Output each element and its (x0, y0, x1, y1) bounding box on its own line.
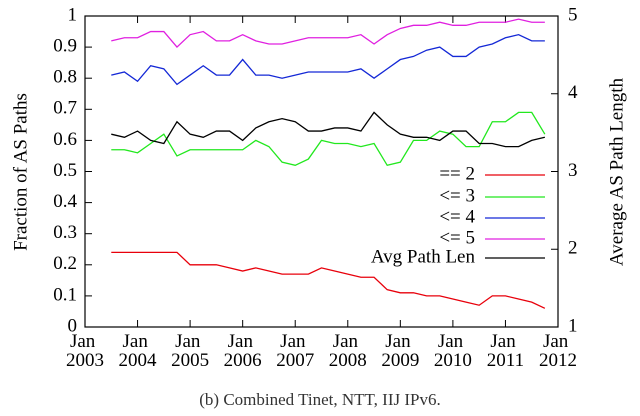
y-tick-label: 0.3 (53, 222, 77, 243)
y2-tick-label: 1 (568, 315, 578, 336)
y2-axis-label: Average AS Path Length (606, 77, 627, 266)
x-tick-label: Jan 2007 (276, 331, 314, 371)
y-tick-label: 0.1 (53, 284, 77, 305)
x-tick-label: Jan 2008 (329, 331, 367, 371)
y-tick-label: 0.6 (53, 129, 77, 150)
series-line (111, 111, 546, 167)
y-tick-label: 0.2 (53, 253, 77, 274)
x-tick-label-line: 2010 (434, 350, 472, 371)
series-line (111, 111, 546, 148)
y-tick-label: 0 (68, 315, 78, 336)
y-tick-label: 0.7 (53, 98, 77, 119)
legend-label: <= 4 (439, 206, 475, 227)
y-tick-label: 0.8 (53, 67, 77, 88)
y2-tick-label: 4 (568, 82, 578, 103)
x-tick-label: Jan 2006 (224, 331, 262, 371)
x-tick-label: Jan 2010 (434, 331, 472, 371)
x-tick-label: Jan 2004 (119, 331, 158, 371)
x-tick-label-line: Jan (333, 331, 363, 352)
x-tick-label-line: 2006 (224, 350, 262, 371)
x-tick-label-line: 2007 (276, 350, 314, 371)
y2-tick-label: 3 (568, 160, 578, 181)
y-axis-label: Fraction of AS Paths (10, 93, 31, 251)
x-tick-label-line: Jan (438, 331, 468, 352)
legend-label: <= 5 (439, 227, 475, 248)
x-tick-label-line: Jan (70, 331, 100, 352)
x-tick-label-line: Jan (123, 331, 153, 352)
y-tick-label: 0.9 (53, 35, 77, 56)
x-tick-label: Jan 2005 (171, 331, 209, 371)
x-tick-label-line: Jan (280, 331, 310, 352)
x-tick-label-line: Jan (385, 331, 415, 352)
legend-label: Avg Path Len (371, 246, 476, 267)
y-tick-label: 0.5 (53, 160, 77, 181)
x-tick-label-line: 2005 (171, 350, 209, 371)
y2-tick-label: 5 (568, 4, 578, 25)
y-tick-label: 0.4 (53, 191, 77, 212)
legend-label: <= 3 (439, 185, 475, 206)
plot-frame (84, 15, 559, 328)
x-tick-label-line: 2011 (487, 350, 524, 371)
x-tick-label-line: Jan (490, 331, 520, 352)
x-tick-label-line: Jan (228, 331, 258, 352)
y2-tick-label: 2 (568, 238, 578, 259)
series-line (111, 251, 546, 309)
x-tick-label-line: Jan (543, 331, 573, 352)
x-tick-label-line: 2003 (66, 350, 104, 371)
x-tick-label: Jan 2009 (381, 331, 419, 371)
series-line (111, 18, 545, 49)
caption: (b) Combined Tinet, NTT, IIJ IPv6. (199, 390, 440, 409)
legend-label: == 2 (439, 163, 475, 184)
x-tick-label-line: 2008 (329, 350, 367, 371)
x-tick-label-line: Jan (175, 331, 205, 352)
y-tick-label: 1 (68, 4, 78, 25)
x-tick-label: Jan 2011 (487, 331, 524, 371)
x-tick-label-line: 2012 (539, 350, 577, 371)
series-line (111, 33, 545, 86)
x-tick-label-line: 2009 (381, 350, 419, 371)
x-tick-label: Jan 2012 (539, 331, 577, 371)
x-tick-label: Jan 2003 (66, 331, 104, 371)
x-tick-label-line: 2004 (119, 350, 158, 371)
